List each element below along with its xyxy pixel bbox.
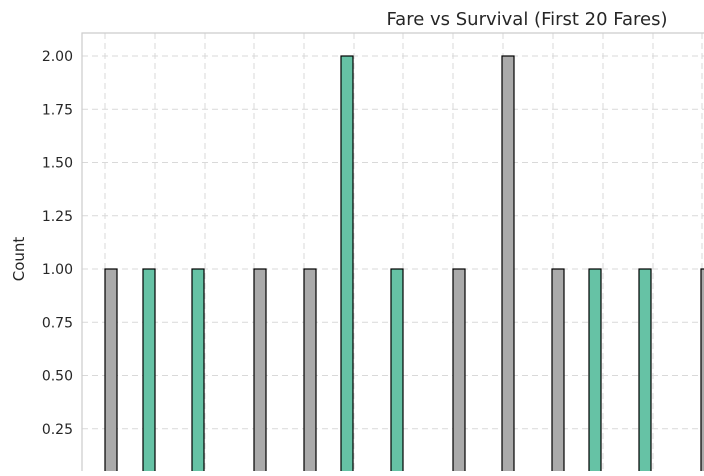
bar-not-survived [551, 268, 565, 474]
y-tick-label: 0.25 [42, 422, 73, 438]
y-tick-label: 1.75 [42, 102, 73, 118]
bar-survived [638, 268, 652, 474]
plot-frame [81, 32, 704, 471]
bar-not-survived [501, 55, 515, 474]
bar-survived [142, 268, 156, 474]
bar-not-survived [253, 268, 267, 474]
bar-survived [588, 268, 602, 474]
y-axis-label: Count [10, 237, 28, 282]
bar-not-survived [452, 268, 466, 474]
bar-not-survived [700, 268, 704, 474]
bar-layer [104, 55, 704, 474]
y-tick-label: 1.25 [42, 209, 73, 225]
bar-survived [191, 268, 205, 474]
bar-not-survived [104, 268, 118, 474]
y-tick-label: 1.00 [42, 262, 73, 278]
y-tick-label: 2.00 [42, 49, 73, 65]
y-tick-label: 0.50 [42, 369, 73, 385]
bar-survived [390, 268, 404, 474]
tick-layer: 0.25 0.50 0.75 1.00 1.25 1.50 1.75 2.00 [42, 49, 73, 438]
bar-not-survived [303, 268, 317, 474]
y-tick-label: 1.50 [42, 156, 73, 172]
chart-title: Fare vs Survival (First 20 Fares) [386, 9, 667, 30]
bar-survived [340, 55, 354, 474]
y-tick-label: 0.75 [42, 315, 73, 331]
